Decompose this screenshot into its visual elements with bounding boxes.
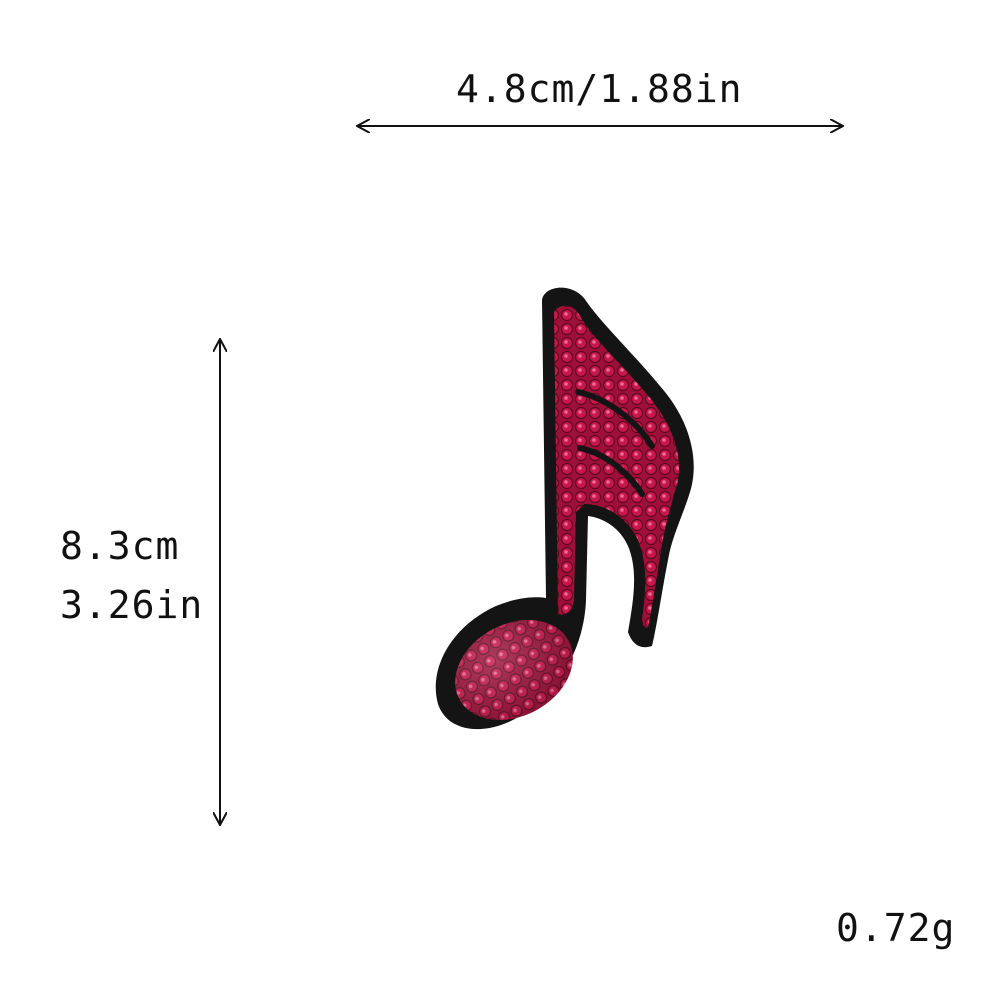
patch-flag-divider-2 [577,445,645,497]
width-dimension-label: 4.8cm/1.88in [456,67,743,111]
patch-flag-divider [575,389,655,449]
height-dimension-label-in: 3.26in [60,583,204,627]
height-dimension-label-cm: 8.3cm [60,524,180,568]
patch-head-shine [455,620,573,720]
weight-label: 0.72g [836,906,956,950]
